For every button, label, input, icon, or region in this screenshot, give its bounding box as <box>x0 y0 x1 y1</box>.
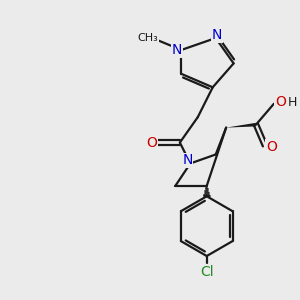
Text: Cl: Cl <box>200 265 214 278</box>
Text: O: O <box>146 136 157 149</box>
Text: H: H <box>288 96 297 109</box>
Text: N: N <box>172 43 182 57</box>
Text: O: O <box>266 140 277 154</box>
Text: N: N <box>182 154 193 167</box>
Text: N: N <box>212 28 222 42</box>
Text: CH₃: CH₃ <box>137 33 158 43</box>
Polygon shape <box>226 123 256 128</box>
Text: O: O <box>275 95 286 109</box>
